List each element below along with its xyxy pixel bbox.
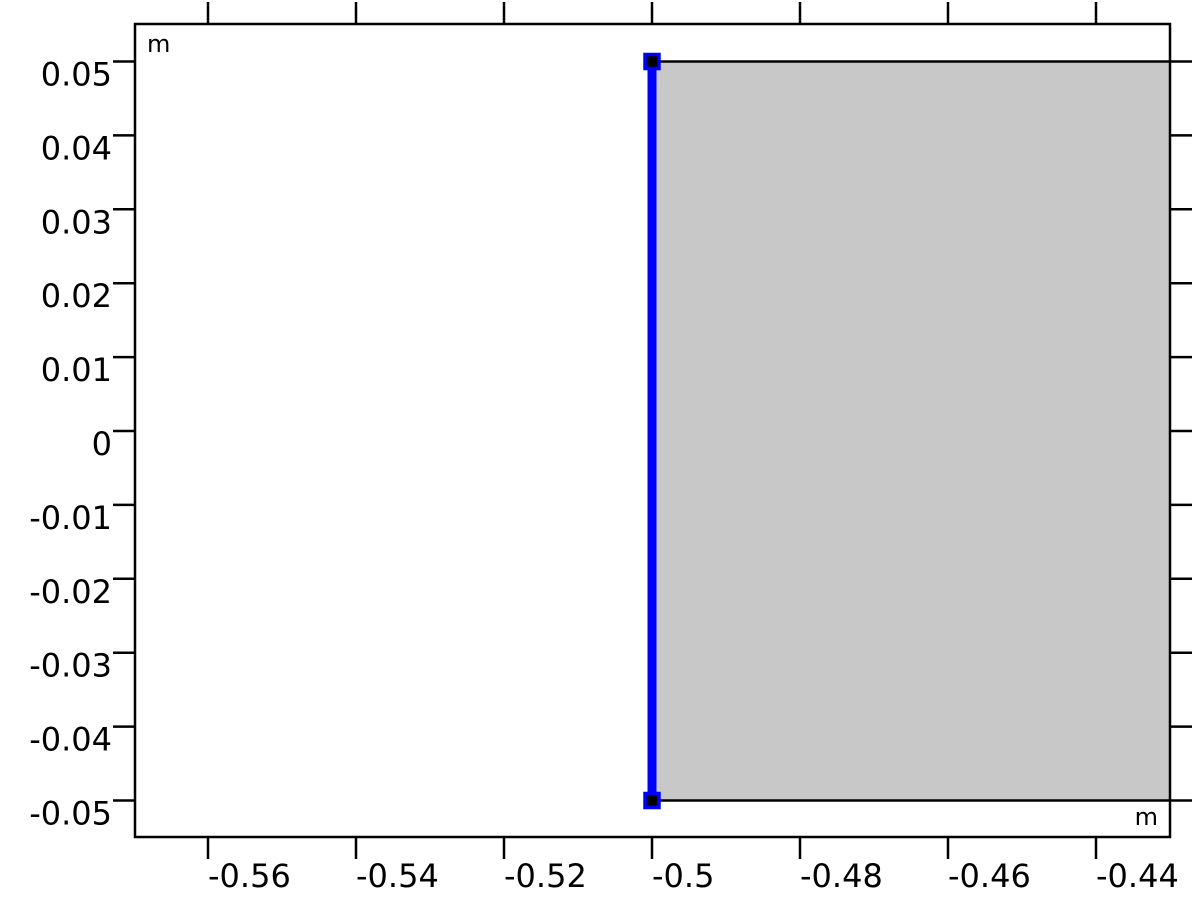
y-tick-label: -0.03 bbox=[29, 647, 112, 685]
tick-layer bbox=[113, 2, 1192, 859]
y-tick-label: 0.05 bbox=[41, 56, 112, 94]
y-tick-label: 0.01 bbox=[41, 351, 112, 389]
y-tick-label: -0.04 bbox=[29, 721, 112, 759]
y-axis-unit-label: m bbox=[147, 30, 170, 58]
x-tick-label: -0.46 bbox=[948, 857, 1031, 895]
x-tick-label: -0.56 bbox=[208, 857, 291, 895]
x-tick-label: -0.48 bbox=[800, 857, 883, 895]
y-tick-label: 0.03 bbox=[41, 203, 112, 241]
x-tick-label: -0.54 bbox=[356, 857, 439, 895]
domain-rectangle bbox=[652, 61, 1170, 801]
vertex-point[interactable] bbox=[643, 52, 661, 71]
y-tick-label: 0.04 bbox=[41, 129, 112, 167]
x-tick-label: -0.52 bbox=[504, 857, 587, 895]
y-tick-label: -0.05 bbox=[29, 795, 112, 833]
vertex-point[interactable] bbox=[643, 791, 661, 810]
axes-frame bbox=[133, 22, 1172, 839]
y-tick-label: 0 bbox=[92, 425, 112, 463]
x-tick-label: -0.44 bbox=[1096, 857, 1179, 895]
tick-label-layer: -0.56 -0.54 -0.52 -0.5 -0.48 -0.46 -0.44 0.05 0.… bbox=[29, 56, 1179, 896]
x-tick-label: -0.5 bbox=[652, 857, 714, 895]
x-axis-unit-label: m bbox=[1135, 803, 1158, 831]
y-tick-label: -0.01 bbox=[29, 499, 112, 537]
domain-layer bbox=[643, 52, 1170, 810]
y-tick-label: -0.02 bbox=[29, 573, 112, 611]
y-tick-label: 0.02 bbox=[41, 277, 112, 315]
